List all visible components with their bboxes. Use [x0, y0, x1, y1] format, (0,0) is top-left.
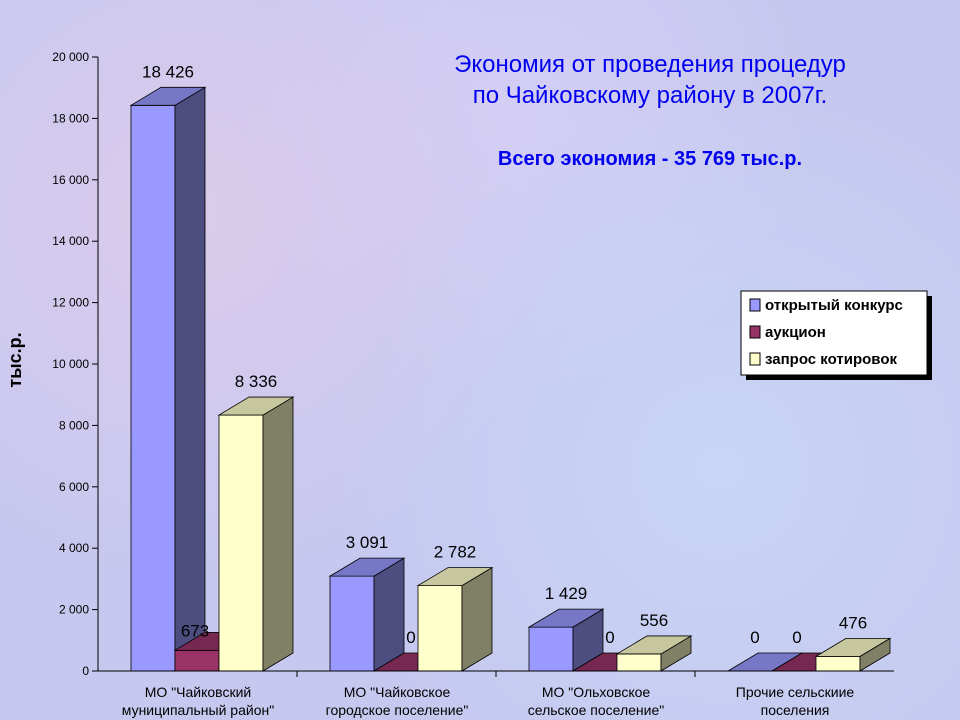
- y-tick-label: 12 000: [52, 296, 89, 310]
- data-label: 18 426: [142, 62, 194, 81]
- data-label: 0: [406, 628, 415, 647]
- bar: [615, 635, 693, 672]
- data-label: 8 336: [235, 372, 278, 391]
- bar: [129, 86, 207, 672]
- bar-front-face: [528, 626, 574, 672]
- data-label: 2 782: [434, 543, 477, 562]
- bar-top-face: [416, 567, 494, 586]
- bar-front-face: [130, 104, 176, 672]
- bar-top-face: [615, 635, 693, 655]
- y-tick-label: 20 000: [52, 50, 89, 64]
- bar-top-face: [527, 608, 605, 628]
- y-tick-label: 8 000: [59, 418, 89, 432]
- legend-swatch: [749, 352, 761, 366]
- chart-title-line2: по Чайковскому району в 2007г.: [473, 82, 828, 109]
- bar: [328, 557, 406, 672]
- legend-box: [740, 290, 928, 376]
- bar-front-face: [616, 653, 662, 672]
- category-label: Прочие сельскиие поселения: [736, 684, 855, 718]
- bar-side-face: [262, 396, 294, 672]
- data-label: 0: [792, 628, 801, 647]
- category-label: МО "Чайковский муниципальный район": [122, 684, 274, 718]
- data-label: 3 091: [346, 533, 389, 552]
- y-tick-label: 6 000: [59, 480, 89, 494]
- legend-label: аукцион: [765, 324, 826, 341]
- chart-subtitle: Всего экономия - 35 769 тыс.р.: [498, 148, 802, 170]
- y-tick-label: 4 000: [59, 541, 89, 555]
- bar: [217, 396, 295, 672]
- bar-front-face: [174, 649, 220, 672]
- data-labels: 18 426 673 8 336 3 091 0 2 782 1 429 0 556 0 0 476: [142, 62, 867, 647]
- bar-side-face: [174, 86, 206, 672]
- bars-layer: [129, 86, 892, 672]
- bar: [527, 608, 605, 672]
- legend: открытый конкурс аукцион запрос котировок: [740, 290, 932, 380]
- bar-side-face: [373, 557, 405, 672]
- bar-top-face: [217, 396, 295, 416]
- y-axis-label: тыс.р.: [5, 332, 25, 387]
- bar-top-face: [328, 557, 406, 577]
- legend-swatch: [749, 298, 761, 312]
- y-tick-label: 18 000: [52, 111, 89, 125]
- bar-front-face: [417, 585, 463, 672]
- y-axis: 0 2 000 4 000 6 000 8 000 10 000 12 000 14 000 1…: [52, 50, 99, 678]
- y-tick-label: 14 000: [52, 234, 89, 248]
- bar-top-face: [129, 86, 207, 106]
- data-label: 0: [750, 628, 759, 647]
- y-tick-label: 16 000: [52, 173, 89, 187]
- bar-front-face: [218, 414, 264, 672]
- legend-label: запрос котировок: [765, 351, 897, 368]
- data-label: 673: [181, 621, 209, 640]
- category-label: МО "Чайковское городское поселение": [326, 684, 469, 718]
- category-label: МО "Ольховское сельское поселение": [528, 684, 665, 718]
- y-tick-label: 2 000: [59, 603, 89, 617]
- y-tick-label: 10 000: [52, 357, 89, 371]
- data-label: 0: [605, 628, 614, 647]
- data-label: 556: [640, 611, 668, 630]
- data-label: 476: [839, 613, 867, 632]
- bar: [416, 566, 494, 672]
- bar-front-face: [815, 655, 861, 672]
- bar: [814, 637, 892, 672]
- x-axis-categories: МО "Чайковский муниципальный район" МО "Ча…: [98, 670, 894, 718]
- bar-top-face: [814, 637, 892, 657]
- bar-front-face: [329, 575, 375, 672]
- legend-swatch: [749, 325, 761, 339]
- legend-label: открытый конкурс: [765, 297, 903, 314]
- data-label: 1 429: [545, 584, 588, 603]
- y-tick-label: 0: [82, 664, 89, 678]
- chart-title: Экономия от проведения процедур: [454, 51, 846, 78]
